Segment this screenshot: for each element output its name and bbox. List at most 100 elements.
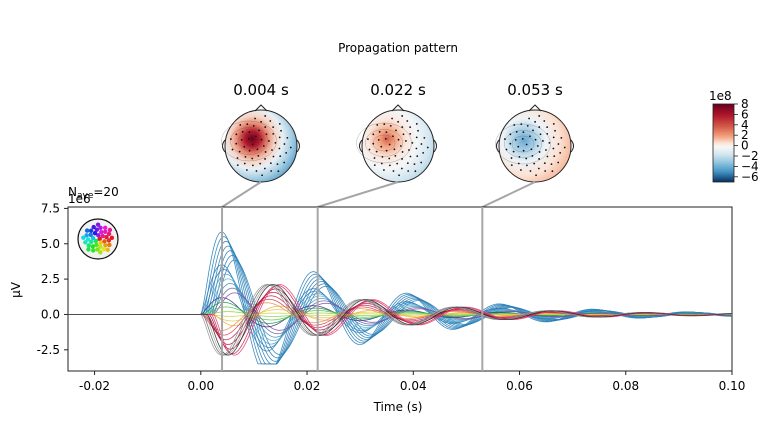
topomap-sensor	[544, 170, 547, 172]
topomap-sensor	[517, 145, 520, 148]
topomap-sensor	[538, 126, 541, 128]
legend-sensor-dot	[96, 233, 101, 238]
topomap-sensor	[531, 154, 534, 157]
topomap-connectors	[221, 181, 536, 208]
topomap-sensor	[385, 149, 388, 152]
topomap-sensor	[546, 126, 549, 129]
topomap-sensor	[409, 126, 412, 129]
topomap-sensor	[235, 133, 238, 136]
topomap-ear-right	[296, 139, 300, 153]
colorbar-tick-label: −4	[741, 159, 759, 173]
topomap-ear-left	[496, 139, 500, 153]
topomap-sensor	[251, 157, 254, 160]
legend-sensor-dot	[93, 238, 99, 244]
topomap-sensor	[394, 154, 397, 157]
x-tick-label: 0.04	[400, 379, 427, 393]
legend-sensor-dot	[102, 239, 107, 244]
topomap-sensor	[388, 143, 391, 146]
topomap-sensor	[248, 149, 251, 152]
topomap-sensor	[509, 142, 512, 145]
topomap-sensor	[554, 129, 556, 132]
topomap-nose	[528, 104, 542, 112]
topomap-sensor	[426, 146, 429, 149]
topomap-ear-right	[570, 139, 574, 153]
topomap-sensor	[504, 138, 506, 140]
topomap-sensor	[534, 138, 537, 141]
topomap-sensor	[289, 146, 292, 149]
topomap-sensor	[393, 148, 396, 151]
topomap-sensor	[525, 143, 528, 146]
topomap-sensor	[546, 155, 549, 158]
plot-frame	[67, 206, 733, 372]
legend-sensor-dot	[107, 227, 113, 233]
topomap-sensor	[262, 145, 265, 147]
topomap-sensor	[372, 133, 375, 136]
topomap-connector	[317, 181, 399, 208]
topomap-head-3	[498, 109, 572, 183]
topomap-sensor	[420, 143, 423, 145]
topomap-sensor	[563, 146, 566, 149]
topomap-sensor	[401, 126, 404, 128]
topomap-sensor	[279, 155, 282, 158]
topomap-connector	[481, 181, 536, 208]
topomap-sensor	[525, 157, 528, 160]
y-tick-label: 7.5	[41, 201, 60, 215]
topomap-sensor	[546, 132, 549, 135]
chart-title: Propagation pattern	[338, 41, 458, 55]
topomap-sensor	[278, 136, 281, 139]
topomap-contour	[504, 130, 542, 158]
topomap-sensor	[538, 151, 541, 153]
topomap-sensor	[389, 124, 392, 127]
legend-sensor-dot	[88, 228, 94, 233]
topomap-sensor	[248, 131, 251, 133]
y-exponent: 1e6	[68, 192, 91, 206]
topomap-sensor	[521, 138, 524, 140]
legend-sensor-dot	[90, 235, 96, 241]
topomap-sensor	[553, 155, 556, 158]
topomap-sensor	[396, 162, 399, 165]
topomap-sensor	[505, 148, 508, 151]
topomap-sensor	[534, 120, 537, 123]
topomap-head-2	[361, 109, 435, 183]
legend-sensor-dot	[98, 244, 103, 249]
topomap-sensor	[560, 136, 563, 139]
legend-sensor-dot	[86, 243, 91, 248]
topomap-sensor	[542, 140, 544, 142]
topomap-sensor	[286, 136, 289, 139]
colorbar-tick-label: 0	[741, 139, 749, 153]
topomap-title-3: 0.053 s	[507, 81, 563, 99]
legend-sensor-dot	[98, 250, 103, 255]
topomap-sensor	[383, 123, 386, 126]
topomap-sensor	[423, 136, 426, 139]
channel-trace	[68, 284, 732, 356]
topomap-sensor	[537, 167, 540, 170]
colorbar-tick-label: −2	[741, 149, 759, 163]
x-tick-label: 0.08	[612, 379, 639, 393]
topomap-contour	[495, 123, 551, 165]
legend-sensor-dot	[106, 231, 112, 237]
sensor-legend-inset	[77, 218, 119, 260]
topomap-2: 0.022 s	[361, 81, 435, 183]
topomap-sensor	[392, 170, 395, 172]
legend-sensor-dot	[109, 235, 115, 241]
topomap-sensor	[373, 164, 376, 167]
legend-sensor-dot	[107, 242, 112, 248]
topomap-sensor	[383, 169, 385, 171]
topomaps: 0.004 s 0.022 s 0.053 s	[221, 81, 574, 183]
topomap-sensor	[416, 155, 419, 158]
topomap-sensor	[251, 143, 254, 146]
topomap-contour	[230, 127, 268, 155]
topomap-sensor	[532, 129, 534, 132]
legend-sensor-dot	[91, 224, 96, 230]
topomap-title-2: 0.022 s	[370, 81, 426, 99]
topomap-sensor	[247, 138, 250, 140]
topomap-head-1	[224, 109, 298, 183]
topomap-sensor	[401, 115, 404, 117]
legend-sensor-dot	[97, 236, 102, 242]
topomap-sensor	[401, 158, 403, 160]
topomap-sensor	[397, 138, 400, 141]
topomap-sensor	[515, 130, 518, 133]
topomap-sensor	[557, 143, 560, 145]
topomap-sensor	[285, 151, 288, 154]
